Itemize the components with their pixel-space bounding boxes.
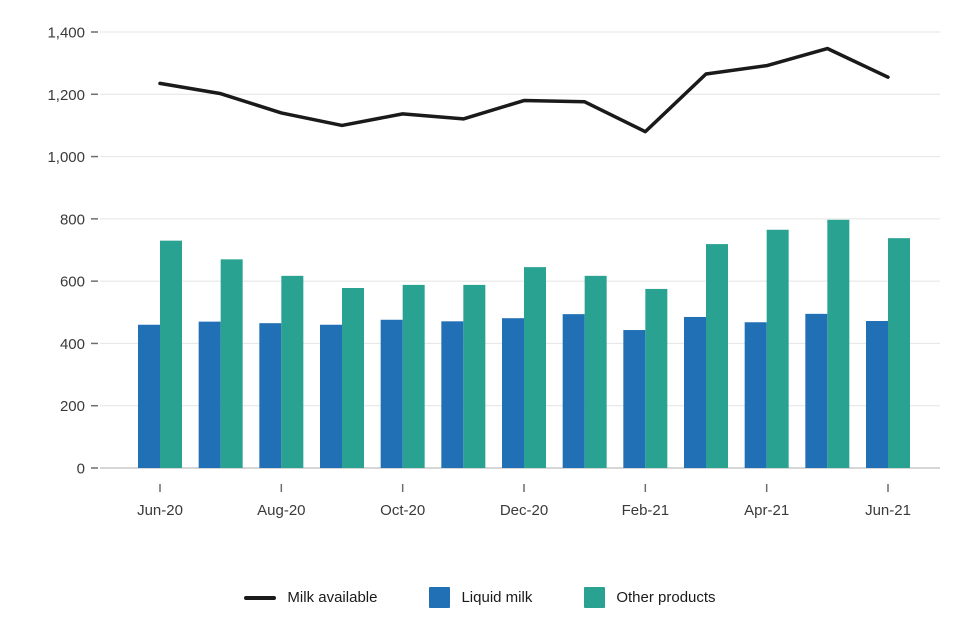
- y-tick-label: 400: [60, 336, 85, 353]
- bar-other-products-May-21[interactable]: [827, 219, 850, 468]
- bar-other-products-Feb-21[interactable]: [645, 288, 668, 468]
- y-tick-label: 1,400: [47, 25, 85, 42]
- x-tick-label: Feb-21: [622, 502, 670, 519]
- chart-canvas[interactable]: 0 200 400 600 800 1,000 1,200 1,400 Jun-20 Aug-20…: [0, 0, 960, 550]
- line-milk-available[interactable]: [158, 46, 890, 134]
- bar-liquid-milk-Apr-21[interactable]: [744, 322, 767, 468]
- bar-liquid-milk-Jun-20[interactable]: [138, 324, 160, 468]
- bar-other-products-Apr-21[interactable]: [766, 229, 789, 468]
- x-tick-label: Jun-21: [865, 502, 911, 519]
- legend-item-liquid-milk[interactable]: Liquid milk: [429, 587, 532, 608]
- other-products-swatch: [584, 587, 606, 608]
- legend-item-milk-available[interactable]: Milk available: [244, 589, 377, 606]
- legend-item-other-products[interactable]: Other products: [584, 587, 716, 608]
- bar-other-products-Jul-20[interactable]: [220, 259, 243, 468]
- y-tick-label: 600: [60, 274, 85, 291]
- bar-liquid-milk-Feb-21[interactable]: [623, 330, 646, 468]
- y-tick-label: 1,000: [47, 149, 85, 166]
- bar-series-other-products[interactable]: [160, 219, 910, 468]
- liquid-milk-legend-label: Liquid milk: [461, 589, 533, 606]
- chart-legend: Milk available Liquid milk Other product…: [0, 587, 960, 608]
- bar-other-products-Jan-21[interactable]: [584, 275, 607, 468]
- bar-liquid-milk-Sep-20[interactable]: [320, 324, 342, 468]
- y-tick-label: 1,200: [47, 87, 85, 104]
- y-tick-label: 0: [77, 461, 85, 478]
- bar-other-products-Jun-21[interactable]: [888, 238, 910, 468]
- x-tick-label: Oct-20: [380, 502, 425, 519]
- bar-liquid-milk-Jun-21[interactable]: [866, 321, 888, 468]
- bar-liquid-milk-Jul-20[interactable]: [198, 321, 221, 468]
- y-tick-label: 800: [60, 211, 85, 228]
- bar-liquid-milk-Nov-20[interactable]: [441, 321, 464, 468]
- bar-other-products-Dec-20[interactable]: [524, 267, 546, 468]
- x-tick-label: Aug-20: [257, 502, 305, 519]
- bar-liquid-milk-Mar-21[interactable]: [684, 316, 706, 468]
- y-axis: 0 200 400 600 800 1,000 1,200 1,400: [47, 25, 98, 478]
- bar-liquid-milk-Oct-20[interactable]: [380, 319, 403, 468]
- bar-other-products-Oct-20[interactable]: [402, 284, 425, 468]
- x-tick-label: Apr-21: [744, 502, 789, 519]
- bar-other-products-Sep-20[interactable]: [342, 287, 364, 468]
- bar-series-liquid-milk[interactable]: [138, 313, 888, 468]
- bar-liquid-milk-May-21[interactable]: [805, 313, 828, 468]
- bar-other-products-Nov-20[interactable]: [463, 284, 486, 468]
- y-tick-label: 200: [60, 398, 85, 415]
- x-tick-label: Jun-20: [137, 502, 183, 519]
- bar-liquid-milk-Dec-20[interactable]: [502, 318, 524, 468]
- milk-available-legend-label: Milk available: [287, 589, 378, 606]
- milk-available-line-swatch: [244, 595, 277, 600]
- liquid-milk-swatch: [429, 587, 451, 608]
- bar-liquid-milk-Jan-21[interactable]: [562, 314, 585, 468]
- other-products-legend-label: Other products: [616, 589, 716, 606]
- bar-other-products-Jun-20[interactable]: [160, 240, 182, 468]
- x-tick-label: Dec-20: [500, 502, 548, 519]
- x-axis: Jun-20 Aug-20 Oct-20 Dec-20 Feb-21 Apr-21 Jun-…: [137, 484, 911, 519]
- bar-other-products-Aug-20[interactable]: [281, 275, 304, 468]
- bar-other-products-Mar-21[interactable]: [706, 244, 728, 468]
- bar-liquid-milk-Aug-20[interactable]: [259, 323, 282, 468]
